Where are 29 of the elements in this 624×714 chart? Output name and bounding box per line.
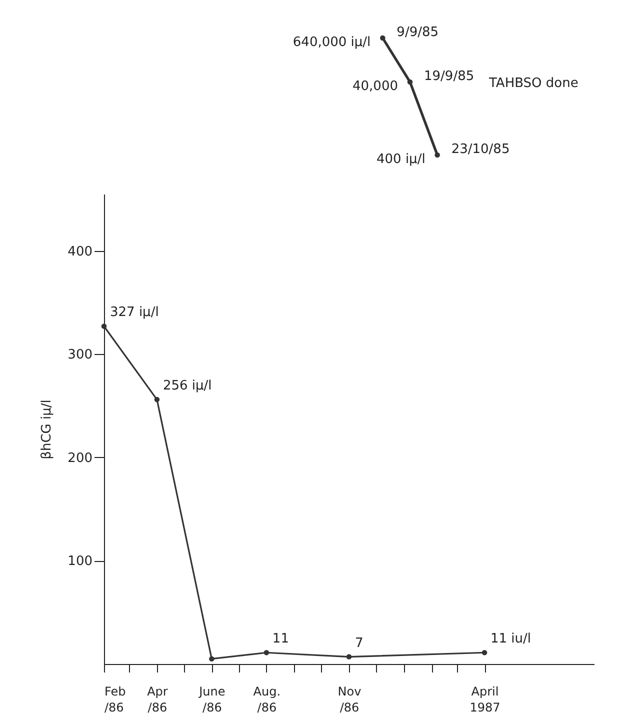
y-tick-label: 400 bbox=[68, 244, 92, 260]
point bbox=[101, 324, 107, 329]
y-axis-title: βhCG iμ/l bbox=[40, 400, 55, 460]
x-tick-label: April 1987 bbox=[470, 684, 500, 714]
point bbox=[482, 650, 488, 656]
point bbox=[346, 654, 352, 660]
data-label: 11 iu/l bbox=[490, 632, 532, 647]
x-tick-label: Nov /86 bbox=[338, 684, 362, 714]
data-label: 327 iμ/l bbox=[110, 305, 159, 320]
data-label: 256 iμ/l bbox=[162, 378, 212, 394]
data-label: 40,000 bbox=[352, 78, 398, 94]
text: TAHBSO done bbox=[488, 76, 578, 91]
y-tick-label: 100 bbox=[68, 554, 92, 570]
y-tick-label: 200 bbox=[68, 450, 92, 466]
x-tick-label: Feb /86 bbox=[104, 684, 126, 714]
point bbox=[209, 656, 214, 662]
text: 23/10/85 bbox=[451, 142, 510, 157]
data-label: 11 bbox=[272, 632, 289, 647]
point bbox=[154, 396, 160, 402]
annotation: 19/9/85 bbox=[424, 68, 474, 84]
y-tick-label: 300 bbox=[68, 348, 92, 363]
data-label: 7 bbox=[355, 636, 364, 651]
annotation: 9/9/85 bbox=[396, 25, 439, 40]
x-tick-label: June /86 bbox=[198, 684, 226, 714]
point bbox=[264, 650, 270, 656]
x-tick-label: Apr /86 bbox=[147, 684, 168, 714]
data-label: 640,000 iμ/l bbox=[292, 35, 371, 50]
data-label: 400 iμ/l bbox=[376, 152, 426, 167]
x-tick-label: Aug. /86 bbox=[253, 684, 281, 714]
